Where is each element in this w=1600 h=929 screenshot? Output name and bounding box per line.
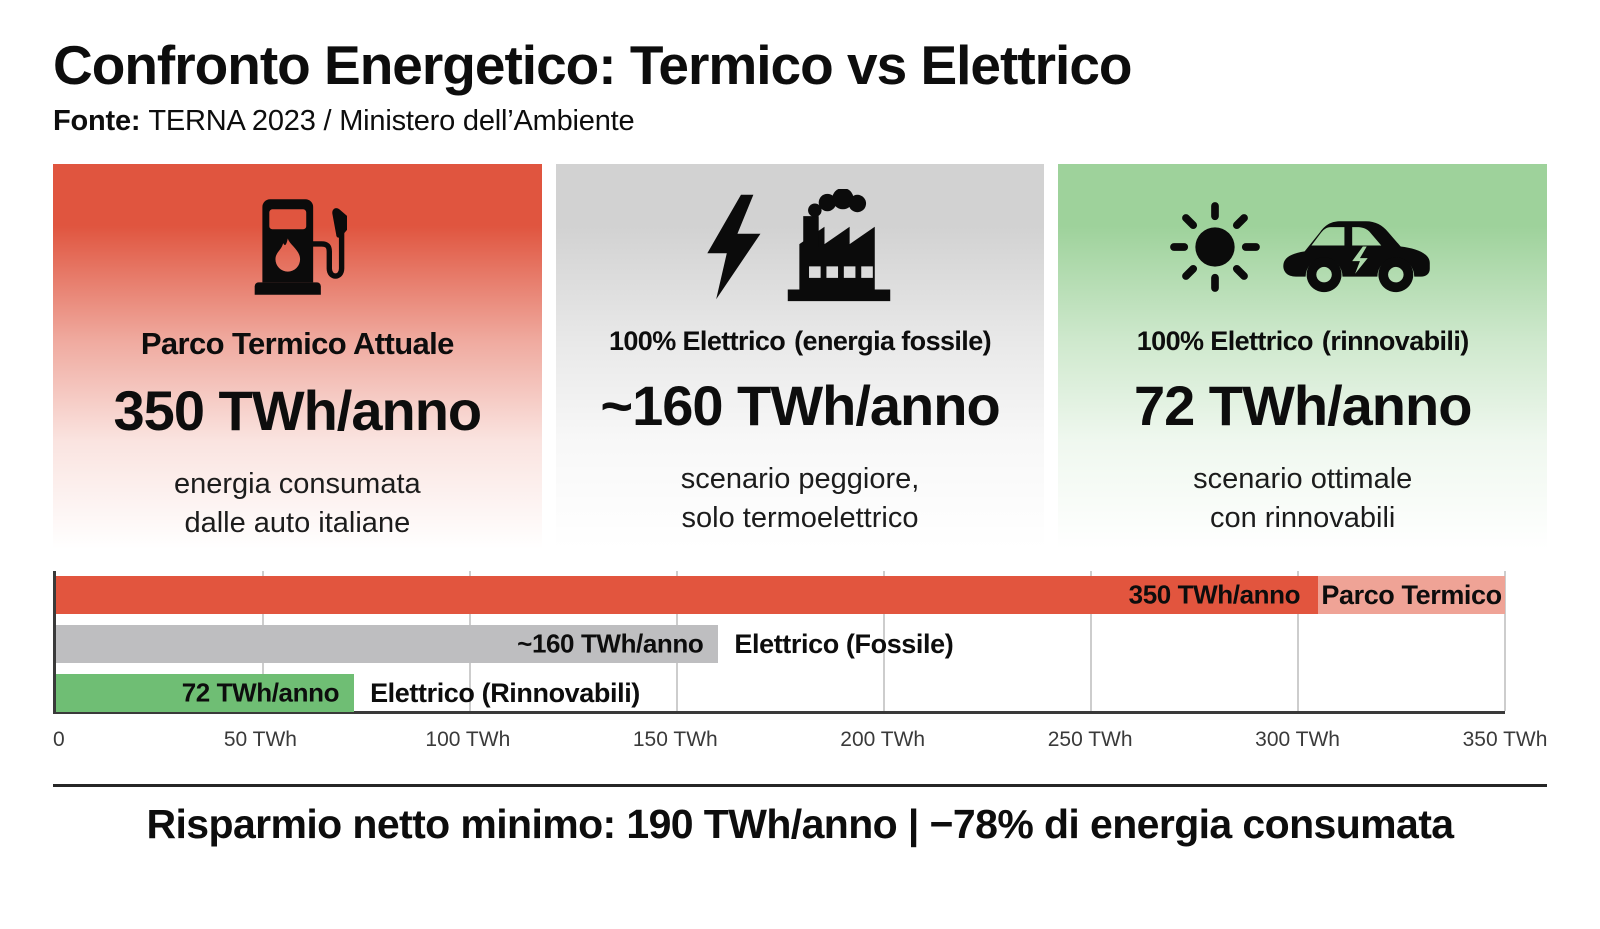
gridline <box>1090 571 1092 712</box>
gridline <box>1504 571 1506 712</box>
x-tick-label: 300 TWh <box>1255 728 1340 752</box>
x-tick-label: 350 TWh <box>1462 728 1548 752</box>
fuel-pump-icon <box>255 199 348 296</box>
factory-icon <box>787 189 891 302</box>
x-tick-label: 250 TWh <box>1047 728 1133 752</box>
bar-chart: 350 TWh/anno Parco Termico ~160 TWh/anno… <box>53 571 1547 754</box>
bar-value-label: 350 TWh/anno <box>1128 579 1301 610</box>
card-heading-main: 100% Elettrico <box>608 326 786 357</box>
card-heading: 100% Elettrico (energia fossile) <box>556 326 1045 357</box>
card-icons <box>1058 178 1547 316</box>
electric-car-icon <box>1282 221 1430 293</box>
card-value: ~160 TWh/anno <box>600 374 1000 438</box>
card-value: 350 TWh/anno <box>113 379 483 443</box>
card-heading: Parco Termico Attuale <box>53 326 542 362</box>
card-heading-sub: (energia fossile) <box>794 326 992 357</box>
bar-value-label: 72 TWh/anno <box>181 677 340 708</box>
source-text: TERNA 2023 / Ministero dell’Ambiente <box>148 105 635 138</box>
card-icons <box>556 178 1045 316</box>
x-tick-label: 50 TWh <box>223 728 297 752</box>
bar-elettrico-fossile: ~160 TWh/anno <box>56 625 719 664</box>
card-value: 72 TWh/anno <box>1133 374 1472 438</box>
card-elettrico-fossile: 100% Elettrico (energia fossile) ~160 TWh… <box>555 164 1045 550</box>
summary-text: Risparmio netto minimo: 190 TWh/anno | −… <box>146 801 1455 848</box>
card-icons <box>53 178 542 316</box>
source-line: Fonte: TERNA 2023 / Ministero dell’Ambien… <box>53 105 1547 138</box>
card-heading-sub: (rinnovabili) <box>1321 326 1469 357</box>
source-label: Fonte: <box>53 105 141 138</box>
x-tick-label: 100 TWh <box>425 728 511 752</box>
card-heading-main: Parco Termico Attuale <box>140 326 455 362</box>
x-tick-label: 150 TWh <box>632 728 718 752</box>
card-heading: 100% Elettrico (rinnovabili) <box>1058 326 1547 357</box>
card-desc-line: scenario ottimale <box>1193 463 1413 496</box>
bar-row-elettrico-fossile: ~160 TWh/anno Elettrico (Fossile) <box>56 625 1505 664</box>
card-parco-termico: Parco Termico Attuale 350 TWh/anno energ… <box>53 164 542 550</box>
bar-category-chip: Parco Termico <box>1318 576 1505 615</box>
card-elettrico-rinnovabili: 100% Elettrico (rinnovabili) 72 TWh/anno … <box>1058 164 1548 550</box>
x-tick-label: 200 TWh <box>840 728 926 752</box>
infographic: Confronto Energetico: Termico vs Elettri… <box>0 34 1600 848</box>
gridline <box>1297 571 1299 712</box>
bars: 350 TWh/anno Parco Termico ~160 TWh/anno… <box>56 571 1505 713</box>
bar-category-label: Elettrico (Rinnovabili) <box>370 677 640 708</box>
lightning-icon <box>707 195 761 300</box>
x-tick-label: 0 <box>53 728 65 752</box>
card-desc-line: scenario peggiore, <box>680 463 920 496</box>
card-desc: scenario ottimale con rinnovabili <box>1058 460 1547 537</box>
divider-line <box>53 784 1547 788</box>
sun-icon <box>1169 202 1260 293</box>
card-desc-line: solo termoelettrico <box>681 501 919 534</box>
bar-category-label: Parco Termico <box>1321 579 1502 610</box>
bar-category-label: Elettrico (Fossile) <box>734 628 954 659</box>
card-desc-line: dalle auto italiane <box>184 506 411 539</box>
card-desc: energia consumata dalle auto italiane <box>53 465 542 542</box>
bar-parco-termico: 350 TWh/anno Parco Termico <box>56 576 1505 615</box>
bar-row-parco-termico: 350 TWh/anno Parco Termico <box>56 576 1505 615</box>
bar-elettrico-rinnovabili: 72 TWh/anno <box>56 674 355 713</box>
gridline <box>883 571 885 712</box>
bar-row-elettrico-rinnovabili: 72 TWh/anno Elettrico (Rinnovabili) <box>56 674 1505 713</box>
page-title: Confronto Energetico: Termico vs Elettri… <box>53 34 1133 96</box>
bar-value-label: ~160 TWh/anno <box>517 628 704 659</box>
card-desc-line: con rinnovabili <box>1209 501 1396 534</box>
card-desc: scenario peggiore, solo termoelettrico <box>556 460 1045 537</box>
plot-area: 350 TWh/anno Parco Termico ~160 TWh/anno… <box>53 571 1506 715</box>
card-desc-line: energia consumata <box>174 468 421 501</box>
card-heading-main: 100% Elettrico <box>1136 326 1314 357</box>
scenario-cards: Parco Termico Attuale 350 TWh/anno energ… <box>53 164 1548 550</box>
x-axis: 0 50 TWh 100 TWh 150 TWh 200 TWh 250 TWh 300 T… <box>53 720 1547 754</box>
